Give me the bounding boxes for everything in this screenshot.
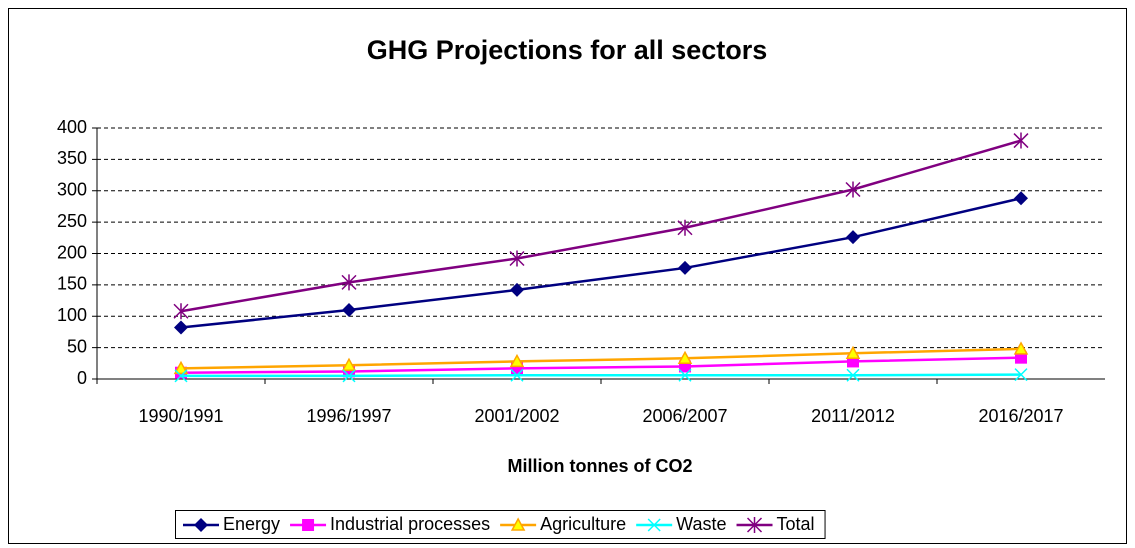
legend-label: Energy xyxy=(223,514,280,534)
marker xyxy=(510,282,524,297)
y-tick-label: 400 xyxy=(57,117,87,137)
marker xyxy=(845,345,861,360)
y-tick-label: 150 xyxy=(57,274,87,294)
y-tick-label: 100 xyxy=(57,305,87,325)
marker xyxy=(510,517,526,531)
marker xyxy=(845,181,861,198)
marker xyxy=(846,230,860,245)
y-tick-label: 0 xyxy=(77,368,87,388)
marker xyxy=(846,368,860,382)
legend-label: Agriculture xyxy=(540,514,626,534)
chart-title: GHG Projections for all sectors xyxy=(367,35,768,65)
marker xyxy=(341,357,357,371)
y-tick-label: 350 xyxy=(57,148,87,168)
marker xyxy=(647,518,661,532)
marker xyxy=(678,260,692,275)
marker xyxy=(1015,351,1027,364)
marker xyxy=(1013,341,1029,355)
legend-label: Industrial processes xyxy=(330,514,490,534)
marker xyxy=(174,369,188,383)
x-axis-label: Million tonnes of CO2 xyxy=(508,456,693,476)
x-tick-label: 1990/1991 xyxy=(138,406,223,426)
x-tick-label: 2001/2002 xyxy=(474,406,559,426)
marker xyxy=(302,519,315,531)
y-tick-label: 200 xyxy=(57,242,87,262)
marker xyxy=(677,219,693,236)
y-tick-label: 300 xyxy=(57,180,87,200)
marker xyxy=(677,350,693,365)
chart-border xyxy=(8,8,1127,544)
series-line xyxy=(180,347,1022,370)
marker xyxy=(510,368,524,382)
marker xyxy=(678,368,692,382)
y-tick-label: 250 xyxy=(57,211,87,231)
legend-label: Waste xyxy=(676,514,726,534)
marker xyxy=(341,274,357,291)
marker xyxy=(342,369,356,383)
marker xyxy=(746,517,763,533)
legend-label: Total xyxy=(777,514,815,534)
marker xyxy=(1014,191,1028,206)
series-line xyxy=(180,197,1022,329)
marker xyxy=(1013,132,1029,149)
marker xyxy=(342,302,356,317)
x-tick-label: 2016/2017 xyxy=(978,406,1063,426)
series-line xyxy=(181,373,1022,378)
series-line xyxy=(180,356,1022,374)
x-tick-label: 1996/1997 xyxy=(306,406,391,426)
marker xyxy=(174,320,188,335)
marker xyxy=(194,518,208,532)
marker xyxy=(509,250,525,267)
marker xyxy=(1014,368,1028,382)
marker xyxy=(173,303,189,320)
series-line xyxy=(180,139,1022,313)
x-tick-label: 2006/2007 xyxy=(642,406,727,426)
y-tick-label: 50 xyxy=(67,336,87,356)
marker xyxy=(509,353,525,368)
x-tick-label: 2011/2012 xyxy=(811,406,895,426)
marker xyxy=(173,360,189,375)
